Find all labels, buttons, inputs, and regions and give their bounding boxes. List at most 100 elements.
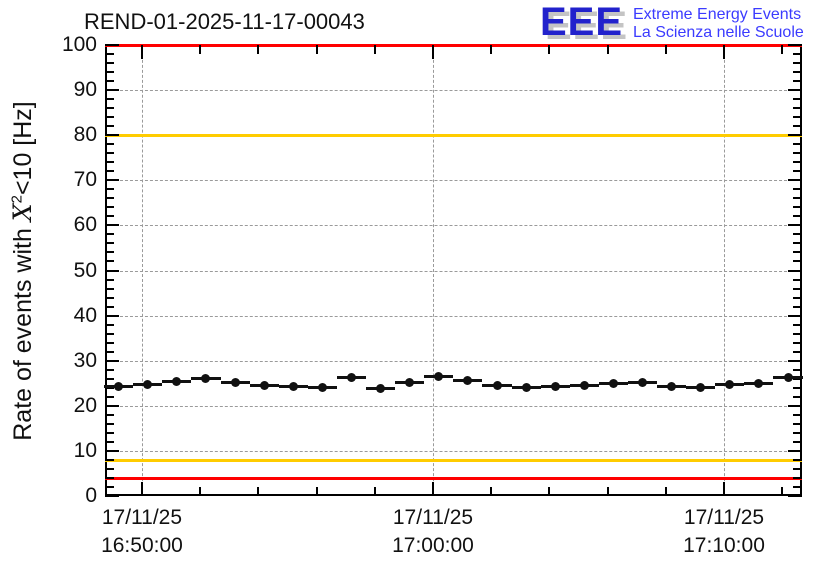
y-axis-tick-mirror xyxy=(793,53,802,56)
y-axis-tick xyxy=(105,458,114,461)
gridline-vertical xyxy=(432,45,434,496)
y-axis-tick xyxy=(105,161,114,164)
y-tick-label: 60 xyxy=(73,213,97,237)
data-point-marker xyxy=(143,379,153,389)
y-axis-tick xyxy=(105,495,119,497)
x-axis-tick-mirror xyxy=(606,45,609,54)
x-axis-tick-mirror xyxy=(723,45,725,59)
y-tick-label: 50 xyxy=(73,258,97,282)
y-axis-tick xyxy=(105,242,114,245)
gridline-horizontal xyxy=(105,315,802,317)
x-axis-tick xyxy=(315,487,318,496)
y-axis-tick-mirror xyxy=(793,242,802,245)
y-axis-tick-mirror xyxy=(793,278,802,281)
y-axis-tick xyxy=(105,359,119,362)
data-point-marker xyxy=(259,381,269,390)
y-tick-label: 100 xyxy=(61,33,97,56)
gridline-vertical xyxy=(724,45,725,496)
y-axis-tick xyxy=(105,233,114,236)
y-axis-tick xyxy=(105,305,114,308)
y-axis-tick xyxy=(105,287,114,290)
plot-area xyxy=(104,44,803,497)
x-tick-time: 16:50:00 xyxy=(101,534,183,557)
y-axis-tick-mirror xyxy=(788,404,802,407)
y-axis-tick xyxy=(105,107,114,110)
y-axis-tick xyxy=(105,260,114,263)
y-axis-tick xyxy=(105,206,114,209)
y-axis-tick-mirror xyxy=(793,206,802,209)
x-tick-time: 17:10:00 xyxy=(683,534,765,557)
y-axis-tick xyxy=(105,116,114,119)
y-axis-tick-mirror xyxy=(793,467,802,470)
x-axis-tick xyxy=(664,487,667,496)
y-axis-tick xyxy=(105,485,114,488)
y-axis-tick xyxy=(105,224,119,227)
x-axis-tick xyxy=(781,487,784,496)
y-axis-tick-mirror xyxy=(793,62,802,65)
y-axis-tick xyxy=(105,143,114,146)
x-axis-tick-mirror xyxy=(781,45,784,54)
y-axis-tick xyxy=(105,341,114,344)
data-point-marker xyxy=(230,378,240,388)
threshold-line xyxy=(105,458,802,462)
y-axis-tick xyxy=(105,197,114,200)
y-axis-tick-mirror xyxy=(793,170,802,173)
y-axis-tick xyxy=(105,215,114,218)
x-tick-label: 17/11/25 17:10:00 xyxy=(654,504,794,560)
x-axis-tick-mirror xyxy=(199,45,202,54)
y-axis-tick-mirror xyxy=(788,449,802,452)
y-axis-tick-mirror xyxy=(793,413,802,416)
gridline-horizontal xyxy=(105,90,802,92)
y-axis-tick xyxy=(105,188,114,191)
y-axis-tick xyxy=(105,314,119,317)
y-axis-tick-mirror xyxy=(793,395,802,398)
y-axis-tick xyxy=(105,296,114,299)
x-axis-tick xyxy=(257,487,260,496)
y-axis-tick-mirror xyxy=(788,224,802,227)
gridline-horizontal xyxy=(105,450,802,452)
y-axis-tick xyxy=(105,404,119,407)
y-axis-tick-mirror xyxy=(793,80,802,83)
y-axis-tick xyxy=(105,422,114,425)
gridline-horizontal xyxy=(105,180,802,182)
data-point-marker xyxy=(667,381,677,391)
x-axis-tick-mirror xyxy=(315,45,318,54)
y-axis-tick-mirror xyxy=(793,386,802,389)
x-axis-tick-mirror xyxy=(431,45,434,59)
y-tick-label: 40 xyxy=(73,303,97,327)
data-point-marker xyxy=(492,381,502,391)
y-axis-tick-mirror xyxy=(788,495,802,497)
y-axis-tick xyxy=(105,89,119,92)
y-tick-label: 0 xyxy=(85,484,97,507)
y-axis-tick xyxy=(105,53,114,56)
x-axis-tick-mirror xyxy=(490,45,493,54)
y-axis-tick xyxy=(105,278,114,281)
y-axis-tick-mirror xyxy=(793,332,802,335)
y-axis-tick xyxy=(105,323,114,326)
x-tick-date: 17/11/25 xyxy=(101,506,183,529)
y-axis-tick-mirror xyxy=(793,296,802,299)
y-axis-tick xyxy=(105,152,114,155)
y-axis-tick xyxy=(105,440,114,443)
y-axis-tick-mirror xyxy=(793,476,802,479)
y-axis-tick-mirror xyxy=(793,143,802,146)
y-axis-tick xyxy=(105,467,114,470)
data-point-marker xyxy=(346,372,356,382)
y-axis-tick-mirror xyxy=(788,134,802,137)
y-axis-tick-mirror xyxy=(793,188,802,191)
y-axis-tick-mirror xyxy=(793,233,802,236)
y-tick-label: 90 xyxy=(73,78,97,102)
y-axis-title-rest: <10 [Hz] xyxy=(9,100,37,195)
y-axis-tick-mirror xyxy=(793,323,802,326)
y-axis-tick-mirror xyxy=(788,359,802,362)
y-axis-tick-mirror xyxy=(788,314,802,317)
data-point-marker xyxy=(172,377,182,387)
data-point-marker xyxy=(521,382,531,392)
y-axis-tick-mirror xyxy=(793,422,802,425)
x-tick-label: 17/11/25 17:00:00 xyxy=(363,504,503,560)
data-point-marker xyxy=(201,374,211,384)
gridline-vertical xyxy=(141,45,143,496)
y-axis-tick-mirror xyxy=(793,458,802,461)
x-axis-tick xyxy=(140,482,143,496)
